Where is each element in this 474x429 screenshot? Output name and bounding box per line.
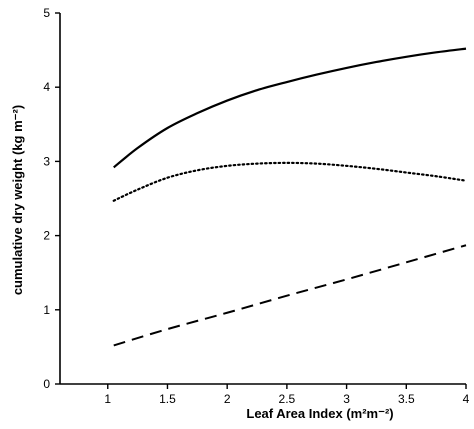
y-ticks: 0 1 2 3 4 5 bbox=[43, 6, 60, 391]
y-tick-label: 3 bbox=[43, 154, 50, 168]
series-line-dashed bbox=[113, 244, 467, 347]
x-tick-label: 1 bbox=[104, 392, 111, 406]
x-tick-label: 4 bbox=[463, 392, 470, 406]
y-tick-label: 5 bbox=[43, 6, 50, 20]
y-axis-title: cumulative dry weight (kg m⁻²) bbox=[10, 105, 25, 295]
x-tick-label: 3.5 bbox=[398, 392, 415, 406]
x-tick-label: 1.5 bbox=[159, 392, 176, 406]
x-tick-label: 3 bbox=[343, 392, 350, 406]
y-tick-label: 4 bbox=[43, 80, 50, 94]
y-tick-label: 0 bbox=[43, 377, 50, 391]
axes bbox=[59, 13, 466, 385]
x-ticks: 1 1.5 2 2.5 3 3.5 4 bbox=[104, 384, 470, 406]
y-tick-label: 2 bbox=[43, 229, 50, 243]
series-group bbox=[112, 47, 468, 347]
series-line-dotted bbox=[112, 161, 468, 202]
series-line-solid bbox=[113, 47, 467, 169]
x-tick-label: 2 bbox=[224, 392, 231, 406]
y-tick-label: 1 bbox=[43, 303, 50, 317]
x-tick-label: 2.5 bbox=[279, 392, 296, 406]
x-axis-title: Leaf Area Index (m²m⁻²) bbox=[246, 406, 393, 421]
